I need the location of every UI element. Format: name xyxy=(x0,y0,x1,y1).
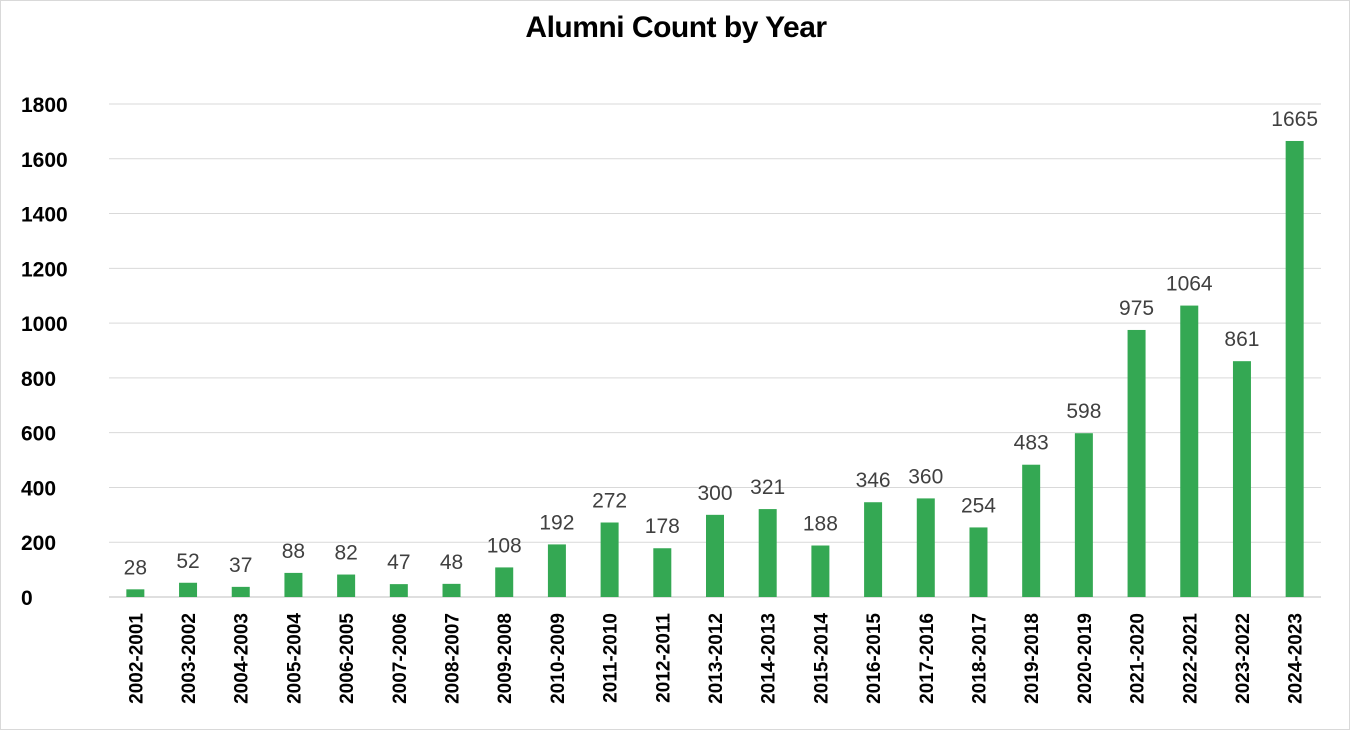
bar xyxy=(284,572,303,597)
data-label: 37 xyxy=(229,554,252,577)
data-label: 108 xyxy=(487,534,522,557)
data-label: 1064 xyxy=(1166,273,1213,296)
x-tick-label: 2020-2019 xyxy=(1075,613,1096,704)
x-tick-label: 2008-2007 xyxy=(443,613,464,704)
data-label: 47 xyxy=(387,551,410,574)
x-tick-label: 2003-2002 xyxy=(179,613,200,704)
x-tick-label: 2019-2018 xyxy=(1022,613,1043,704)
x-tick-label: 2018-2017 xyxy=(969,613,990,704)
data-label: 82 xyxy=(334,542,357,565)
bar xyxy=(811,545,830,597)
bar xyxy=(231,586,250,597)
bar xyxy=(969,527,988,597)
bar xyxy=(864,502,883,597)
x-tick-label: 2016-2015 xyxy=(864,613,885,704)
data-label: 28 xyxy=(124,556,147,579)
y-tick-label: 1200 xyxy=(21,258,68,281)
data-label: 88 xyxy=(282,540,305,563)
data-label: 254 xyxy=(961,494,996,517)
data-label: 321 xyxy=(750,476,785,499)
bar xyxy=(706,514,724,597)
bar xyxy=(1232,361,1251,597)
x-tick-label: 2024-2023 xyxy=(1286,613,1307,704)
data-label: 178 xyxy=(645,515,680,538)
data-label: 346 xyxy=(856,469,891,492)
x-tick-label: 2002-2001 xyxy=(126,613,147,704)
bar xyxy=(337,574,356,597)
x-tick-label: 2022-2021 xyxy=(1180,613,1201,704)
x-tick-label: 2005-2004 xyxy=(284,613,305,704)
bar xyxy=(916,498,935,597)
x-tick-label: 2013-2012 xyxy=(706,613,727,704)
x-tick-label: 2009-2008 xyxy=(495,613,516,704)
x-tick-label: 2014-2013 xyxy=(759,613,780,704)
y-tick-label: 600 xyxy=(21,423,56,446)
data-label: 360 xyxy=(908,465,943,488)
x-tick-label: 2015-2014 xyxy=(811,613,832,704)
chart-title: Alumni Count by Year xyxy=(525,11,827,44)
y-tick-label: 200 xyxy=(21,532,56,555)
data-label: 300 xyxy=(697,482,732,505)
y-tick-label: 1000 xyxy=(21,313,68,336)
bar xyxy=(547,544,566,597)
data-label: 188 xyxy=(803,513,838,536)
data-label: 192 xyxy=(539,511,574,534)
bar xyxy=(758,509,777,597)
y-tick-label: 400 xyxy=(21,477,56,500)
x-tick-label: 2011-2010 xyxy=(601,613,622,703)
bar xyxy=(600,522,619,597)
bar xyxy=(495,567,514,597)
x-tick-label: 2023-2022 xyxy=(1233,613,1254,704)
x-tick-label: 2007-2006 xyxy=(390,613,411,704)
y-tick-label: 1600 xyxy=(21,149,68,172)
data-label: 861 xyxy=(1224,328,1259,351)
data-label: 598 xyxy=(1066,400,1101,423)
bar xyxy=(1022,464,1041,597)
x-tick-label: 2004-2003 xyxy=(232,613,253,704)
bar xyxy=(179,582,198,597)
x-tick-label: 2006-2005 xyxy=(337,613,358,704)
data-label: 272 xyxy=(592,490,627,513)
y-tick-label: 0 xyxy=(21,587,33,610)
x-tick-label: 2012-2011 xyxy=(653,613,674,703)
y-tick-label: 1800 xyxy=(21,94,68,117)
x-tick-label: 2017-2016 xyxy=(917,613,938,704)
bar xyxy=(1180,305,1199,597)
data-label: 975 xyxy=(1119,297,1154,320)
bar xyxy=(389,584,408,597)
bar xyxy=(126,589,145,597)
bar xyxy=(653,548,672,597)
y-tick-label: 1400 xyxy=(21,204,68,227)
bar xyxy=(1127,329,1146,597)
bar xyxy=(442,583,461,597)
x-tick-label: 2010-2009 xyxy=(548,613,569,704)
y-tick-label: 800 xyxy=(21,368,56,391)
bar xyxy=(1074,433,1093,597)
data-label: 52 xyxy=(176,550,199,573)
data-label: 483 xyxy=(1014,432,1049,455)
bar xyxy=(1285,140,1304,597)
data-label: 1665 xyxy=(1271,108,1318,131)
data-label: 48 xyxy=(440,551,463,574)
x-tick-label: 2021-2020 xyxy=(1128,613,1149,704)
